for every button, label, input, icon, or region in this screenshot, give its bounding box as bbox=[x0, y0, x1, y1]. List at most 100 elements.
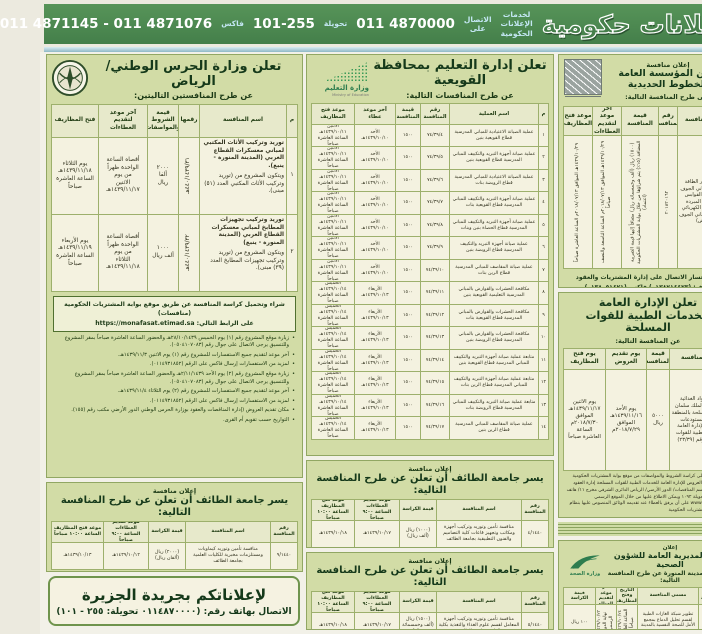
edu-cell-name: عملية الصيانة الاعتيادية للمباني المدرسي… bbox=[410, 170, 498, 192]
edu-cell-m: ٣ bbox=[499, 170, 508, 192]
edu-cell-dl: الأربعاء ١٤٣٩/١٠/١٣هـ bbox=[315, 372, 355, 394]
guard-note-bullet: آخر موعد لتقديم جميع الاستفسارات للمشروع… bbox=[14, 352, 255, 360]
med-col-val: قيمة المنافسة bbox=[607, 349, 629, 369]
edu-col-op: موعد فتح المظاريف bbox=[272, 104, 314, 124]
railways-table: اسم المنافسة رقم المنافسة قيمة المنافسة … bbox=[523, 106, 693, 269]
banner-ext: 101-255 bbox=[213, 16, 275, 32]
guard-cell-m: ٢ bbox=[247, 215, 257, 291]
taif-left-title: يسر جامعة الطائف أن تعلن عن طرح المنافسة… bbox=[11, 495, 258, 518]
banner-phone: 011 4870000 bbox=[316, 16, 415, 32]
edu-cell-op: الخميس ١٤٣٩/١٠/١٤هـ الساعة العاشرة صباحا… bbox=[272, 395, 314, 417]
taif-b-section: إعلان منافسة يسر جامعة الطائف أن تعلن عن… bbox=[266, 552, 514, 630]
med-col-op: يوم فتح المظاريف bbox=[524, 349, 565, 369]
railways-subtitle: على طرح المنافسة التالية: bbox=[563, 93, 693, 101]
health-cell-date: ١٤٣٩/١٠/٢٤هـ الساعة العاشرة صباحاً bbox=[577, 605, 597, 630]
taif-b-label: إعلان منافسة bbox=[271, 557, 509, 565]
taif-left-col-no: رقم المنافسة bbox=[231, 522, 257, 542]
guard-col-no: رقمها bbox=[139, 105, 159, 137]
edu-cell-no: ٧٤/٣٩/١٦ bbox=[381, 395, 409, 417]
taif-a-table: رقم المنافسة اسم المنافسة قيمة الكراسة م… bbox=[271, 499, 509, 548]
guard-title: تعلن وزارة الحرس الوطني/ الرياض bbox=[49, 60, 258, 90]
taif-a-label: إعلان منافسة bbox=[271, 465, 509, 473]
edu-cell-no: ٧٤/٣٩/٩ bbox=[381, 237, 409, 259]
taif-a-col-val: قيمة الكراسة bbox=[360, 500, 396, 520]
jazirah-title: لإعلاناتكم بجريدة الجزيرة bbox=[42, 586, 226, 604]
edu-cell-dl: الأربعاء ١٤٣٩/١٠/١٣هـ bbox=[315, 350, 355, 372]
guard-note-bullet: مكان تقديم العروض (إدارة المناقصات والعق… bbox=[14, 407, 255, 415]
guard-col-dl: آخر موعد لتقديم العطاءات bbox=[59, 105, 107, 137]
edu-cell-dl: الأحد ١٤٣٩/١٠/١٠هـ bbox=[315, 260, 355, 282]
edu-cell-no: ٧٤/٣٩/٤ bbox=[381, 125, 409, 147]
taif-a-cell-val: (١٠٠٠) ريال (ألف ريال) bbox=[360, 521, 396, 547]
national-guard-section: تعلن وزارة الحرس الوطني/ الرياض عن طرح ا… bbox=[6, 54, 263, 478]
taif-b-col-val: قيمة الكراسة bbox=[360, 592, 396, 612]
taif-left-col-sub: موعد تقديم العطاءات الساعة ٩:٠٠ صباحاً bbox=[64, 522, 108, 542]
edu-cell-op: الخميس ١٤٣٩/١٠/١٤هـ الساعة العاشرة صباحا… bbox=[272, 350, 314, 372]
edu-cell-m: ١٣ bbox=[499, 395, 508, 417]
guard-cell-m: ١ bbox=[247, 138, 257, 214]
edu-cell-op: الاثنين ١٤٣٩/١٠/١١هـ الساعة العاشرة صباح… bbox=[272, 215, 314, 237]
edu-cell-val: ١٥٠٠ bbox=[356, 192, 380, 214]
edu-cell-val: ١٥٠٠ bbox=[356, 282, 380, 304]
guard-cell-val: ١٠٠٠ ألف ريال bbox=[108, 215, 138, 291]
banner-fax-numbers: 011 4871145 - 011 4871076 bbox=[0, 16, 172, 32]
moe-logo-english: Ministry of Education bbox=[292, 93, 329, 97]
edu-cell-op: الاثنين ١٤٣٩/١٠/١١هـ الساعة العاشرة صباح… bbox=[272, 192, 314, 214]
guard-cell-op: يوم الأربعاء ١٤٣٩/١١/١٩هـ الساعة العاشرة… bbox=[12, 215, 58, 291]
taif-b-col-op: موعد فتح المظاريف الساعة ١٠:٠٠ صباحاً bbox=[272, 592, 314, 612]
health-col-m: م bbox=[684, 588, 692, 604]
med-col-sub: يوم تقديم العروض bbox=[566, 349, 606, 369]
health-table: م رقم المنافسة مسمى المنافسة التاريخ وفت… bbox=[523, 587, 693, 630]
edu-cell-no: ٧٤/٣٩/١٣ bbox=[381, 327, 409, 349]
taif-left-cell-val: (٢٠٠٠) ريال (ألفان ريال) bbox=[109, 543, 145, 569]
edu-cell-m: ٢ bbox=[499, 147, 508, 169]
jazirah-phone: الاتصال بهاتف رقم: (٠١١٤٨٧٠٠٠٠ تحويلة: ٢… bbox=[16, 607, 251, 617]
taif-b-cell-val: (١٥٠٠) ريال (ألف وخمسمائة ريال) bbox=[360, 613, 396, 630]
guard-cell-no: ٤٤٠/١٤٣٩/٣٢هـ bbox=[139, 215, 159, 291]
taif-left-section: إعلان منافسة يسر جامعة الطائف أن تعلن عن… bbox=[6, 482, 263, 572]
edu-cell-no: ٧٤/٣٩/١٠ bbox=[381, 260, 409, 282]
taif-left-cell-no: ٩/١٤٤٠ bbox=[231, 543, 257, 569]
edu-cell-name: متابعة عملية صيانة أجهزة التبريد والتكيي… bbox=[410, 372, 498, 394]
health-cell-val: ١٠٠ ريال bbox=[524, 605, 555, 630]
rail-col-dl: آخر موعد لتقديم العطاءات bbox=[553, 107, 581, 135]
guard-cell-dl: أقصاه الساعة الواحدة ظهراً من يوم الاثني… bbox=[59, 138, 107, 214]
taif-a-section: إعلان منافسة يسر جامعة الطائف أن تعلن عن… bbox=[266, 460, 514, 548]
guard-note-bullet: زيارة موقع المشروع رقم (١) يوم الخميس ٢٨… bbox=[14, 335, 255, 350]
edu-cell-m: ٩ bbox=[499, 305, 508, 327]
taif-a-cell-no: ٤/١٤٤٠ bbox=[482, 521, 508, 547]
edu-cell-name: متابعة عملية صيانة أجهزة التبريد والتكيي… bbox=[410, 350, 498, 372]
edu-cell-m: ١٠ bbox=[499, 327, 508, 349]
guard-cell-dl: أقصاه الساعة الواحدة ظهراً من يوم الثلاث… bbox=[59, 215, 107, 291]
taif-a-cell-op: ١٤٣٩/١٠/١٨هـ bbox=[272, 521, 314, 547]
edu-cell-val: ١٥٠٠ bbox=[356, 395, 380, 417]
health-cell-name: تطوير شبكة الغازات الطبية لقسم تحليل الد… bbox=[598, 605, 658, 630]
divider-strip bbox=[4, 47, 698, 52]
edu-cell-op: الخميس ١٤٣٩/١٠/١٤هـ الساعة العاشرة صباحا… bbox=[272, 327, 314, 349]
edu-col-no: رقم المنافسة bbox=[381, 104, 409, 124]
edu-cell-name: مكافحة الحشرات والقوارض بالمباني المدرسي… bbox=[410, 305, 498, 327]
rail-cell-op: ١٤٣٩/١٠/٢٩هـ الموافق ٢٠١٨/٠٧/١٣م الساعة … bbox=[524, 136, 552, 268]
education-title: تعلن إدارة التعليم بمحافظة القويعية bbox=[331, 59, 509, 89]
banner-fax-label: فاكس bbox=[181, 19, 204, 28]
education-subtitle: عن طرح المنافسات التالية: bbox=[331, 91, 509, 100]
edu-cell-val: ١٥٠٠ bbox=[356, 215, 380, 237]
edu-cell-dl: الأحد ١٤٣٩/١٠/١٠هـ bbox=[315, 237, 355, 259]
taif-a-col-sub: موعد تقديم العطاءات الساعة ٩:٠٠ صباحاً bbox=[315, 500, 359, 520]
edu-cell-op: الخميس ١٤٣٩/١٠/١٤هـ الساعة العاشرة صباحا… bbox=[272, 305, 314, 327]
edu-cell-no: ٧٤/٣٩/١١ bbox=[381, 282, 409, 304]
health-title-2: بمنطقة المدينة المنورة عن طرح المنافسة ا… bbox=[567, 570, 693, 584]
edu-cell-name: متابعة عملية صيانة التبريد والتكييف للمب… bbox=[410, 395, 498, 417]
edu-cell-dl: الأحد ١٤٣٩/١٠/١٠هـ bbox=[315, 147, 355, 169]
taif-left-col-val: قيمة الكراسة bbox=[109, 522, 145, 542]
edu-cell-no: ٧٤/٣٩/١٤ bbox=[381, 350, 409, 372]
edu-cell-dl: الأحد ١٤٣٩/١٠/١٠هـ bbox=[315, 192, 355, 214]
taif-b-cell-name: منافسة تأمين وتوريد وتركيب أجهزة المعامل… bbox=[397, 613, 481, 630]
guard-col-val: قيمة الشروط والمواصفات bbox=[108, 105, 138, 137]
edu-cell-dl: الأحد ١٤٣٩/١٠/١٠هـ bbox=[315, 170, 355, 192]
national-guard-emblem-icon bbox=[11, 59, 49, 101]
guard-purchase-box: شراء وتحميل كراسة المنافسة عن طريق موقع … bbox=[13, 296, 256, 332]
rail-cell-dl: ١٤٣٩/١٠/٢٩هـ الموافق ٢٠١٨/٠٧/١٣م الساعة … bbox=[553, 136, 581, 268]
banner-contact-label: الاتصال على bbox=[424, 15, 452, 34]
edu-cell-dl: الأربعاء ١٤٣٩/١٠/١٣هـ bbox=[315, 282, 355, 304]
